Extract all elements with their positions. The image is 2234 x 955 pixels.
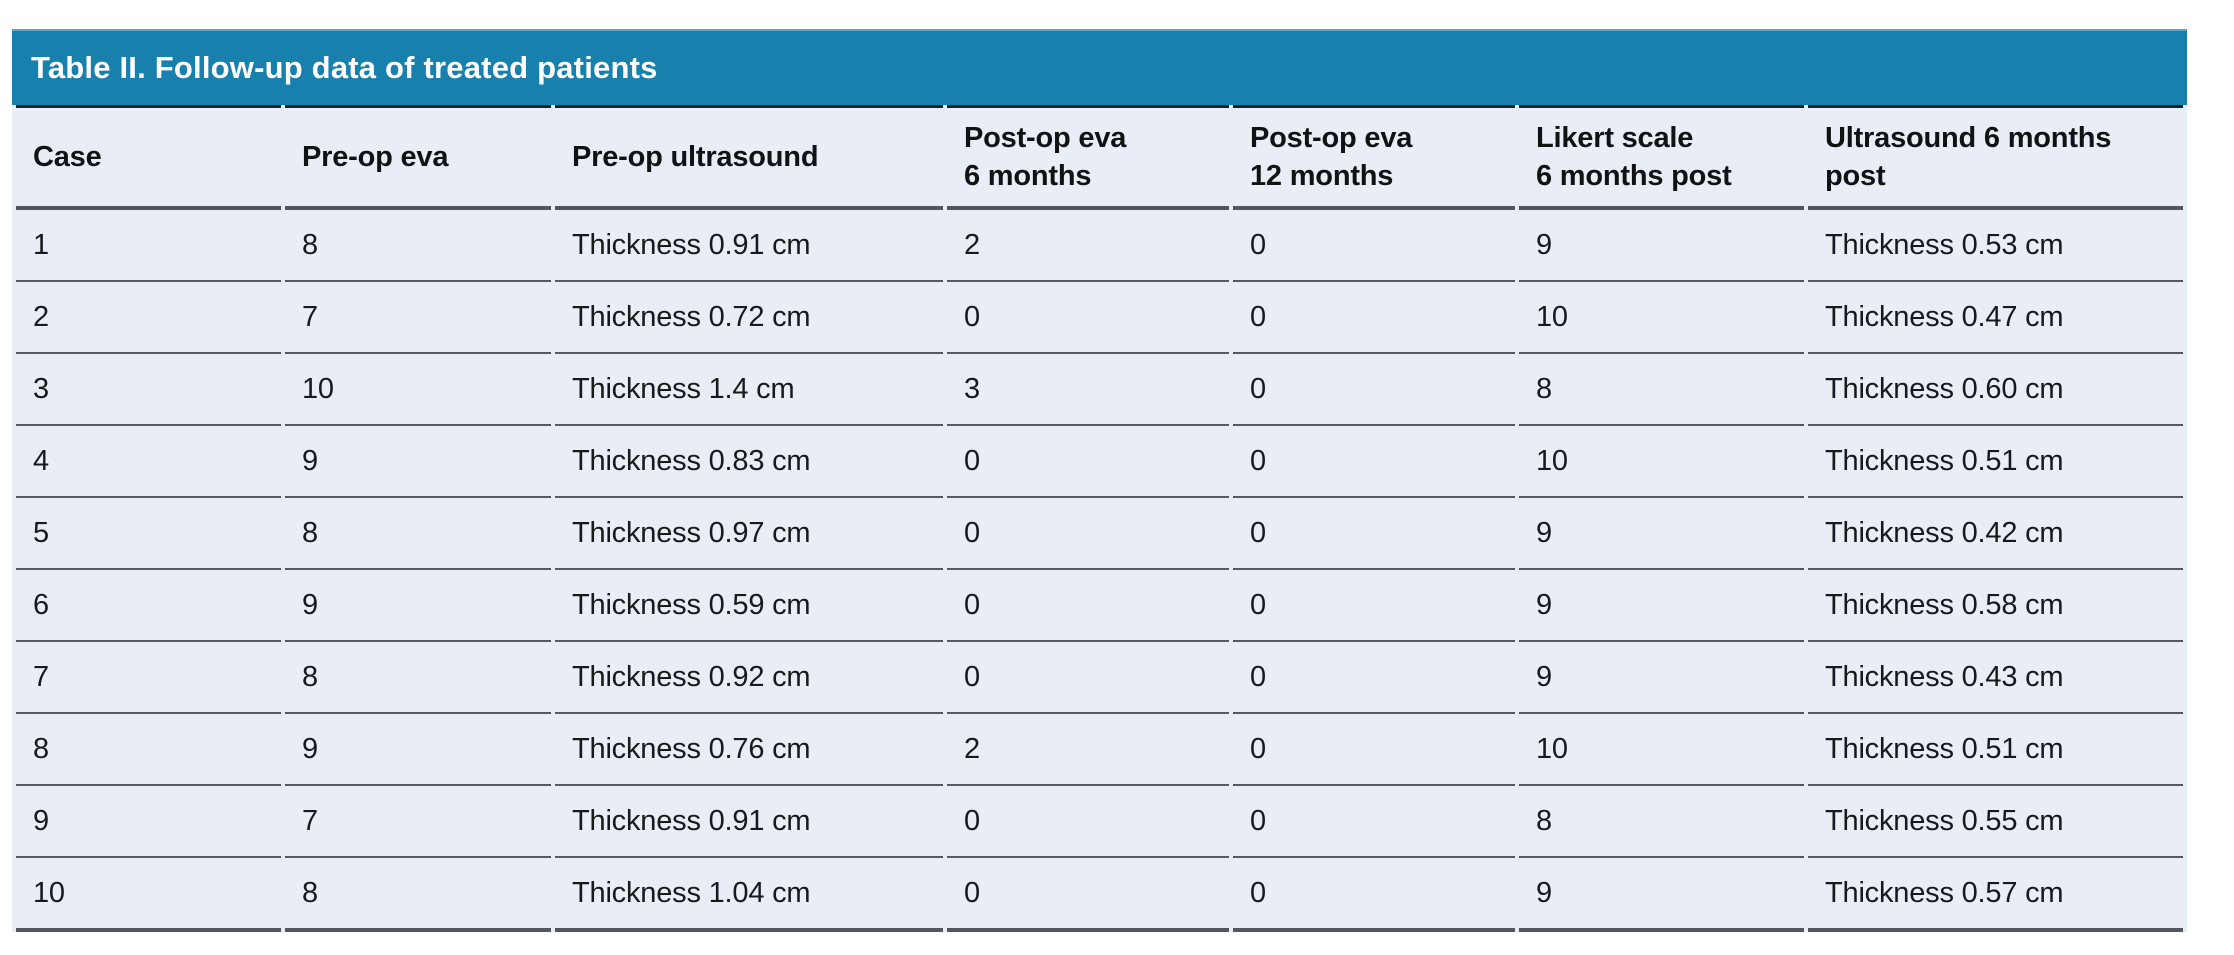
- cell: 5: [16, 498, 281, 570]
- cell: 9: [16, 786, 281, 858]
- table-row: 3 10 Thickness 1.4 cm 3 0 8 Thickness 0.60 cm: [16, 354, 2183, 426]
- table-row: 10 8 Thickness 1.04 cm 0 0 9 Thickness 0.57 cm: [16, 858, 2183, 932]
- cell: 7: [285, 282, 551, 354]
- header-cell-case: Case: [16, 105, 281, 210]
- cell: Thickness 0.43 cm: [1808, 642, 2183, 714]
- cell: 9: [285, 714, 551, 786]
- cell: Thickness 0.59 cm: [555, 570, 943, 642]
- cell: 8: [16, 714, 281, 786]
- header-cell-pre-op-ultrasound: Pre-op ultrasound: [555, 105, 943, 210]
- header-cell-likert-scale-6-months-post: Likert scale 6 months post: [1519, 105, 1804, 210]
- cell: Thickness 0.72 cm: [555, 282, 943, 354]
- cell: 10: [16, 858, 281, 932]
- cell: Thickness 1.4 cm: [555, 354, 943, 426]
- cell: 0: [1233, 282, 1515, 354]
- cell: 10: [1519, 426, 1804, 498]
- cell: Thickness 0.42 cm: [1808, 498, 2183, 570]
- cell: 9: [1519, 498, 1804, 570]
- cell: 0: [1233, 498, 1515, 570]
- table-title-bar: Table II. Follow-up data of treated pati…: [12, 29, 2187, 105]
- cell: 8: [285, 642, 551, 714]
- cell: Thickness 0.51 cm: [1808, 714, 2183, 786]
- table-row: 5 8 Thickness 0.97 cm 0 0 9 Thickness 0.42 cm: [16, 498, 2183, 570]
- table-row: 2 7 Thickness 0.72 cm 0 0 10 Thickness 0.47 cm: [16, 282, 2183, 354]
- header-cell-post-op-eva-12-months: Post-op eva 12 months: [1233, 105, 1515, 210]
- table-row: 8 9 Thickness 0.76 cm 2 0 10 Thickness 0.51 cm: [16, 714, 2183, 786]
- cell: 9: [1519, 858, 1804, 932]
- cell: Thickness 0.91 cm: [555, 210, 943, 282]
- cell: 0: [947, 642, 1229, 714]
- cell: 0: [1233, 210, 1515, 282]
- table-title: Table II. Follow-up data of treated pati…: [31, 50, 658, 85]
- table-row: 9 7 Thickness 0.91 cm 0 0 8 Thickness 0.55 cm: [16, 786, 2183, 858]
- table-row: 4 9 Thickness 0.83 cm 0 0 10 Thickness 0.51 cm: [16, 426, 2183, 498]
- cell: 9: [285, 570, 551, 642]
- header-cell-ultrasound-6-months-post: Ultrasound 6 months post: [1808, 105, 2183, 210]
- cell: 0: [947, 426, 1229, 498]
- cell: 0: [947, 570, 1229, 642]
- header-cell-pre-op-eva: Pre-op eva: [285, 105, 551, 210]
- cell: 1: [16, 210, 281, 282]
- cell: 10: [1519, 714, 1804, 786]
- cell: 0: [1233, 714, 1515, 786]
- cell: 2: [16, 282, 281, 354]
- cell: 0: [947, 282, 1229, 354]
- cell: 9: [1519, 570, 1804, 642]
- cell: 10: [285, 354, 551, 426]
- cell: 7: [16, 642, 281, 714]
- table-row: 6 9 Thickness 0.59 cm 0 0 9 Thickness 0.58 cm: [16, 570, 2183, 642]
- cell: 0: [1233, 570, 1515, 642]
- header-cell-post-op-eva-6-months: Post-op eva 6 months: [947, 105, 1229, 210]
- cell: 8: [285, 210, 551, 282]
- cell: 8: [285, 858, 551, 932]
- cell: 6: [16, 570, 281, 642]
- cell: 0: [1233, 426, 1515, 498]
- cell: Thickness 0.92 cm: [555, 642, 943, 714]
- cell: 0: [1233, 354, 1515, 426]
- cell: 7: [285, 786, 551, 858]
- table-row: 7 8 Thickness 0.92 cm 0 0 9 Thickness 0.43 cm: [16, 642, 2183, 714]
- cell: Thickness 0.53 cm: [1808, 210, 2183, 282]
- cell: 0: [1233, 858, 1515, 932]
- cell: Thickness 0.51 cm: [1808, 426, 2183, 498]
- cell: 8: [1519, 786, 1804, 858]
- cell: 3: [947, 354, 1229, 426]
- cell: Thickness 0.57 cm: [1808, 858, 2183, 932]
- cell: 0: [1233, 786, 1515, 858]
- cell: 9: [1519, 642, 1804, 714]
- cell: 9: [285, 426, 551, 498]
- table-page: Table II. Follow-up data of treated pati…: [12, 29, 2187, 932]
- table-row: 1 8 Thickness 0.91 cm 2 0 9 Thickness 0.53 cm: [16, 210, 2183, 282]
- followup-table: Case Pre-op eva Pre-op ultrasound Post-o…: [12, 105, 2187, 932]
- cell: 0: [947, 786, 1229, 858]
- cell: Thickness 1.04 cm: [555, 858, 943, 932]
- cell: 8: [285, 498, 551, 570]
- table-body: 1 8 Thickness 0.91 cm 2 0 9 Thickness 0.53 cm 2…: [16, 210, 2183, 932]
- cell: Thickness 0.83 cm: [555, 426, 943, 498]
- cell: Thickness 0.97 cm: [555, 498, 943, 570]
- cell: 0: [947, 858, 1229, 932]
- cell: 10: [1519, 282, 1804, 354]
- cell: 0: [947, 498, 1229, 570]
- cell: Thickness 0.60 cm: [1808, 354, 2183, 426]
- cell: 2: [947, 210, 1229, 282]
- cell: 4: [16, 426, 281, 498]
- cell: 0: [1233, 642, 1515, 714]
- cell: Thickness 0.58 cm: [1808, 570, 2183, 642]
- cell: Thickness 0.47 cm: [1808, 282, 2183, 354]
- cell: Thickness 0.91 cm: [555, 786, 943, 858]
- cell: 9: [1519, 210, 1804, 282]
- cell: 8: [1519, 354, 1804, 426]
- cell: Thickness 0.55 cm: [1808, 786, 2183, 858]
- cell: Thickness 0.76 cm: [555, 714, 943, 786]
- header-row: Case Pre-op eva Pre-op ultrasound Post-o…: [16, 105, 2183, 210]
- cell: 2: [947, 714, 1229, 786]
- cell: 3: [16, 354, 281, 426]
